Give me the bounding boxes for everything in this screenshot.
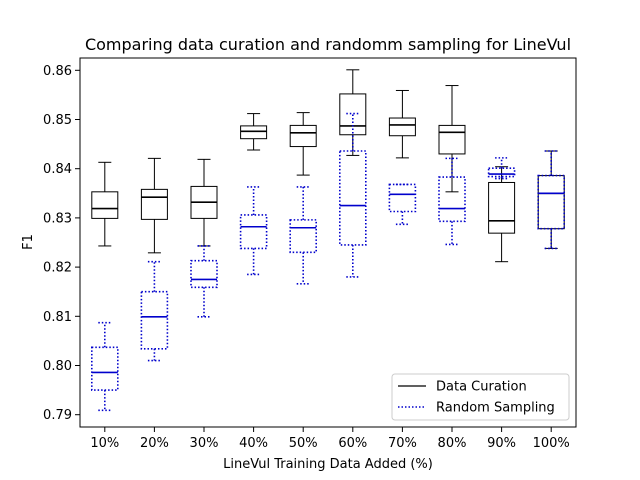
box-10% [91,161,119,247]
iqr-box [438,124,466,155]
iqr-box [91,346,119,391]
iqr-box [239,214,268,250]
box-100% [537,150,565,249]
y-tick-label: 0.85 [43,113,72,128]
x-tick-label: 20% [140,436,169,451]
legend-label: Random Sampling [436,401,555,416]
iqr-box [240,125,268,140]
box-30% [190,158,218,247]
box-40% [239,186,268,276]
x-tick-label: 50% [289,436,318,451]
y-tick-label: 0.79 [43,408,72,423]
iqr-box [338,150,367,246]
box-90% [488,166,516,263]
chart-title: Comparing data curation and randomm samp… [85,35,571,54]
y-tick-label: 0.84 [43,162,72,177]
iqr-box [289,219,318,254]
x-tick-label: 60% [338,436,367,451]
x-tick-label: 10% [90,436,119,451]
iqr-box [140,188,168,220]
plot-area [91,69,566,412]
y-axis-label: F1 [21,234,36,250]
iqr-box [388,117,416,137]
iqr-box [140,290,169,350]
iqr-box [488,181,516,234]
box-20% [140,157,168,254]
x-tick-label: 70% [388,436,417,451]
box-70% [388,89,416,159]
box-30% [190,245,218,318]
iqr-box [91,191,119,219]
series-0 [91,69,565,263]
legend: Data Curation Random Sampling [391,373,570,421]
iqr-box [537,174,566,230]
box-50% [289,186,318,285]
plot-frame [79,57,577,428]
x-tick-label: 40% [239,436,268,451]
y-tick-label: 0.80 [43,359,72,374]
x-axis-label: LineVul Training Data Added (%) [223,457,433,472]
box-10% [91,321,119,412]
series-1 [91,112,566,412]
axes: 0.79 0.80 0.81 0.82 0.83 0.84 0.85 0.86 10% 20% 30… [43,64,570,451]
y-tick-label: 0.81 [43,310,72,325]
y-tick-label: 0.86 [43,64,72,79]
x-tick-label: 90% [487,436,516,451]
iqr-box [289,124,317,148]
y-tick-label: 0.83 [43,211,72,226]
box-90% [487,157,516,180]
iqr-box [190,259,218,289]
box-100% [537,150,566,250]
legend-label: Data Curation [436,380,527,395]
box-70% [388,183,417,226]
x-tick-label: 80% [438,436,467,451]
iqr-box [537,175,565,230]
iqr-box [388,183,417,213]
x-tick-label: 100% [533,436,570,451]
legend-frame [391,373,570,421]
box-20% [140,260,169,362]
iqr-box [339,93,367,136]
y-tick-label: 0.82 [43,261,72,276]
box-80% [438,85,466,193]
box-50% [289,112,317,176]
box-60% [338,112,367,278]
box-40% [240,113,268,151]
box-80% [438,157,466,246]
x-tick-label: 30% [190,436,219,451]
